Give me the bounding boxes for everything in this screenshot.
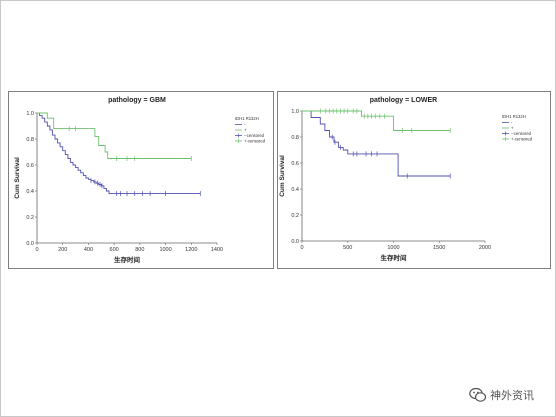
chart-0-ytick-label: 0.0 [26, 241, 34, 247]
chart-1-xtick-label: 500 [343, 245, 352, 251]
chart-1-legend-entry: + [511, 126, 514, 131]
chart-0-xtick-label: 200 [58, 247, 67, 253]
chart-0-xtick-label: 600 [110, 247, 119, 253]
chart-1-ytick-label: 0.4 [291, 187, 299, 193]
chart-1-title: pathology = LOWER [370, 97, 437, 104]
chart-1-x-label: 生存时间 [381, 253, 408, 262]
chart-1-legend-title: IDH1 R132H [502, 114, 526, 119]
chart-1-xtick-label: 0 [300, 245, 303, 251]
chart-0-legend-entry: --censored [244, 133, 265, 138]
watermark-text: 神外资讯 [490, 390, 534, 402]
chart-1-ytick-label: 0.6 [291, 161, 299, 167]
chart-0-xtick-label: 1400 [211, 247, 223, 253]
chart-1-xtick-label: 2000 [479, 245, 491, 251]
chart-0-ytick-label: 0.8 [26, 137, 34, 143]
chart-1-series-neg-line [302, 110, 451, 177]
chart-0-ytick-label: 0.2 [26, 215, 34, 221]
chart-1-ytick-label: 1.0 [291, 109, 299, 115]
chart-1-ytick-label: 0.2 [291, 213, 299, 219]
chart-0-xtick-label: 0 [35, 247, 38, 253]
chart-1-legend-entry: --censored [511, 131, 532, 136]
chart-0-xtick-label: 400 [84, 247, 93, 253]
chart-0-ytick-label: 0.4 [26, 189, 34, 195]
chart-1-legend-entry: - [511, 120, 513, 125]
km-chart-gbm: pathology = GBM 0.0 0.2 0.4 0.6 0.8 1.0 0 200 400… [14, 97, 266, 264]
chart-1-xtick-label: 1000 [387, 245, 399, 251]
chart-0-ytick-label: 0.6 [26, 163, 34, 169]
chart-0-legend-entry: +-censored [244, 139, 266, 144]
chart-1-ytick-label: 0.8 [291, 135, 299, 141]
chart-1-series-pos-line [302, 110, 451, 131]
chart-0-legend-entry: - [244, 122, 246, 127]
chart-1-ytick-label: 0.0 [291, 239, 299, 245]
km-chart-lower: pathology = LOWER 0.0 0.2 0.4 0.6 0.8 1.0 0 500 1… [279, 97, 533, 262]
chart-0-series-pos-line [37, 112, 192, 159]
chart-0-series-neg-line [37, 112, 201, 195]
wechat-icon [469, 387, 487, 402]
chart-panel-gbm: pathology = GBM 0.0 0.2 0.4 0.6 0.8 1.0 0 200 400… [8, 91, 274, 269]
chart-0-ytick-label: 1.0 [26, 111, 34, 117]
chart-0-x-label: 生存时间 [114, 255, 141, 264]
watermark: 神外资讯 [469, 385, 534, 405]
chart-0-xtick-label: 800 [135, 247, 144, 253]
chart-0-xtick-label: 1000 [159, 247, 171, 253]
chart-0-legend-title: IDH1 R132H [235, 116, 259, 121]
chart-0-legend-entry: + [244, 128, 247, 133]
chart-1-xtick-label: 1500 [433, 245, 445, 251]
chart-0-y-label: Cum Survival [14, 157, 21, 199]
chart-panel-lower: pathology = LOWER 0.0 0.2 0.4 0.6 0.8 1.0 0 500 1… [277, 91, 551, 269]
chart-1-legend-entry: +-censored [511, 137, 533, 142]
chart-0-xtick-label: 1200 [185, 247, 197, 253]
chart-1-y-label: Cum Survival [279, 155, 286, 197]
chart-0-title: pathology = GBM [108, 97, 166, 104]
